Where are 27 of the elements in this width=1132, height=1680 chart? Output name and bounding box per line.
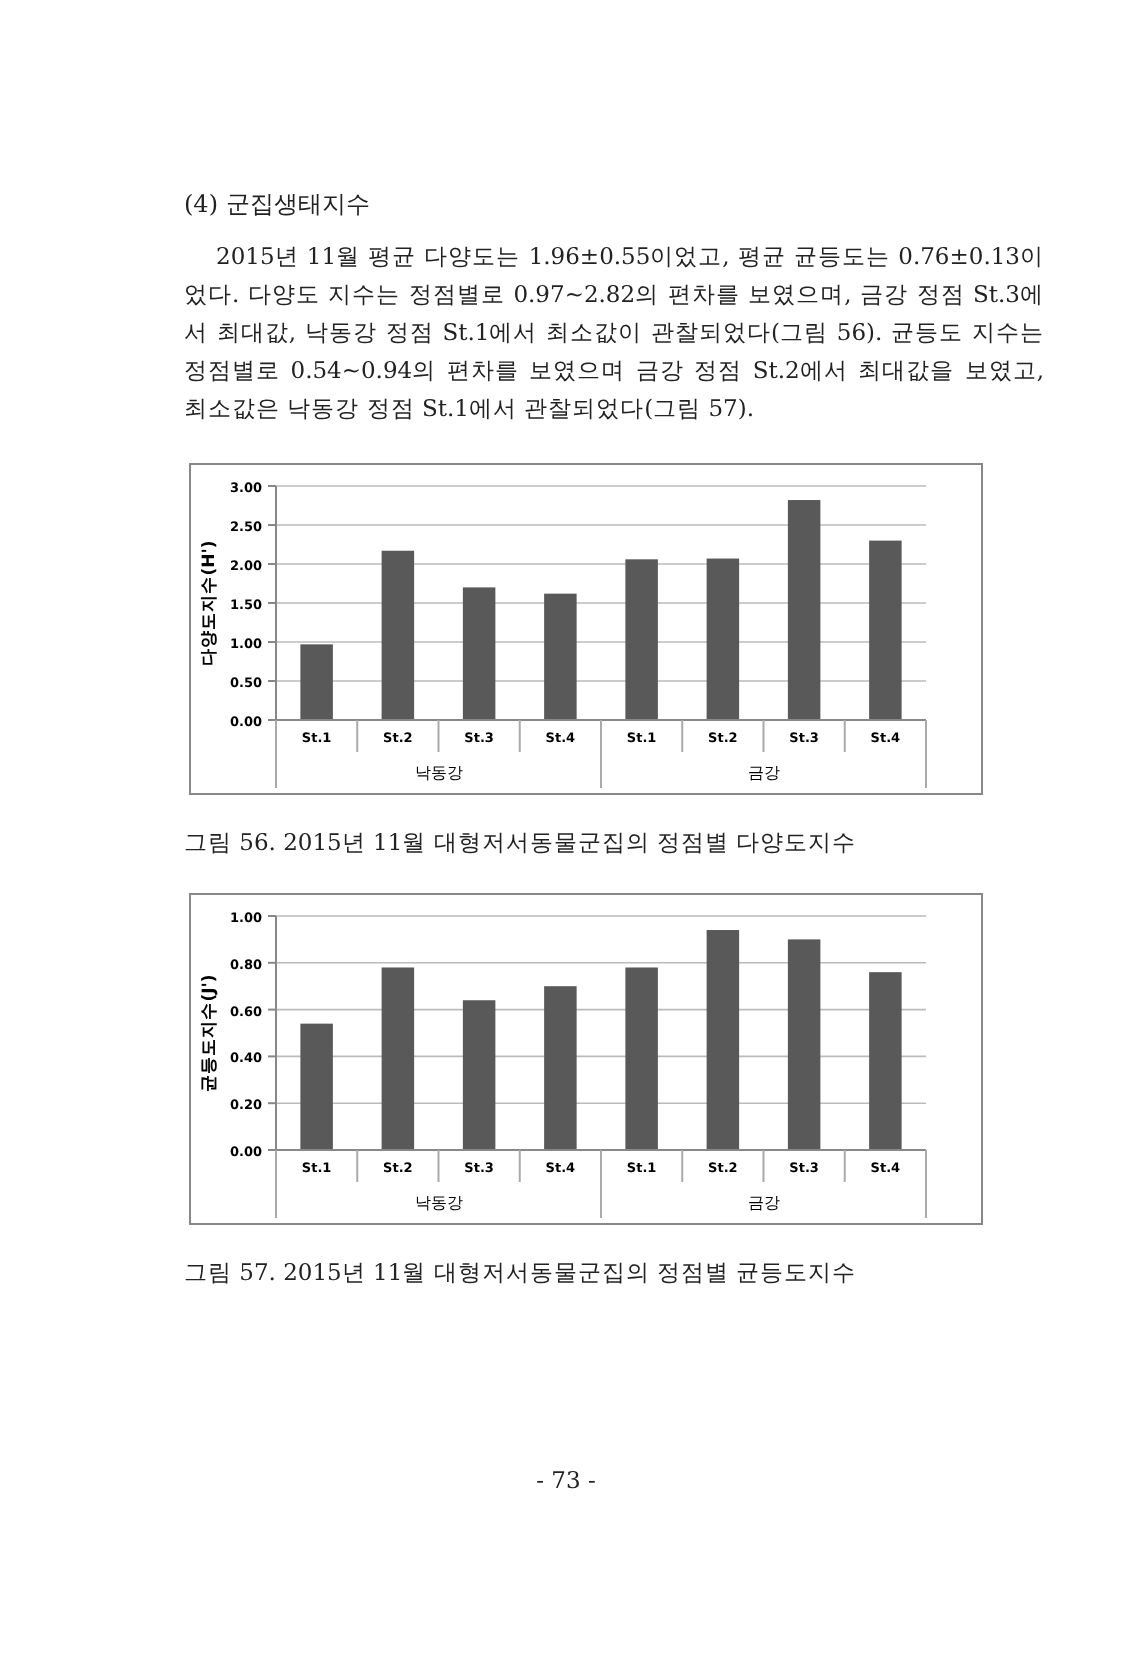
y-axis-title: 균등도지수(J'): [200, 974, 220, 1092]
bar: [381, 967, 415, 1150]
text: - 73 -: [534, 1466, 598, 1494]
bar: [544, 593, 577, 720]
bar: [787, 939, 821, 1150]
caption: 그림 57. 2015년 11월 대형저서동물군집의 정점별 균등도지수: [184, 1258, 857, 1288]
bar: [869, 540, 902, 720]
bar: [462, 1000, 496, 1150]
chart-title: (4) 군집생태지수: [184, 188, 370, 222]
bar: [625, 967, 658, 1150]
bar: [300, 644, 333, 720]
text: 금강: [747, 1194, 780, 1212]
y-axis-title: 다양도지수(H'): [200, 540, 220, 666]
text: 낙동강: [414, 1194, 463, 1212]
bar: [300, 1023, 333, 1150]
bar: [544, 986, 577, 1150]
bar: [625, 559, 658, 720]
text: 금강: [747, 764, 780, 782]
caption: 그림 56. 2015년 11월 대형저서동물군집의 정점별 다양도지수: [184, 828, 857, 858]
bar: [706, 558, 740, 720]
bar: [381, 550, 415, 720]
chart-subtitle: 2015년 11월 평균 다양도는 1.96±0.55이었고, 평균 균등도는 0.76±0.13이었다. 다양도 지수는 정점별로 0.97~2.82의 편차를 보였으며, 금강 정점 St.3에서 최대값, 낙동강 정점 St.1에서 최소값이 관찰되었다(그림 56). 균등도 지수는 정점별로 0.54~0.94의 편차를 보였으며 금강 정점 St.2에서 최대값을 보였고, 최소값은 낙동강 정점 St.1에서 관찰되었다(그림 57).: [184, 240, 1044, 426]
bar: [462, 587, 496, 720]
bar: [869, 972, 902, 1150]
bar: [706, 930, 740, 1150]
bar: [787, 500, 821, 720]
text: 낙동강: [414, 764, 463, 782]
